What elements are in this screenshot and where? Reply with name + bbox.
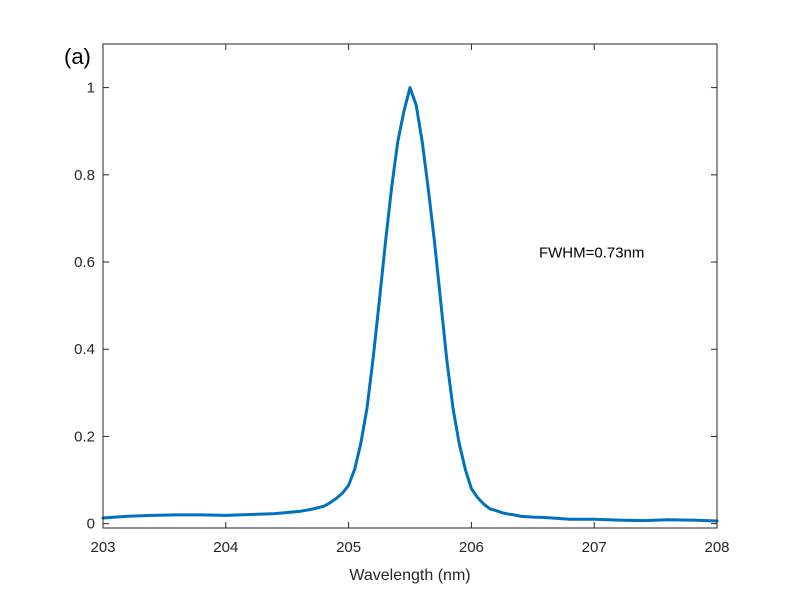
y-tick-label: 0.4 <box>74 341 95 358</box>
y-tick-label: 0 <box>87 516 95 533</box>
x-tick-label: 208 <box>704 539 729 556</box>
y-tick-label: 0.6 <box>74 254 95 271</box>
x-tick-label: 205 <box>336 539 361 556</box>
x-tick-label: 207 <box>582 539 607 556</box>
series-line <box>101 86 719 523</box>
x-tick-label: 206 <box>459 539 484 556</box>
x-axis-title: Wavelength (nm) <box>349 567 470 584</box>
x-tick-label: 204 <box>213 539 238 556</box>
panel-label: (a) <box>64 44 91 69</box>
y-tick-label: 0.2 <box>74 428 95 445</box>
axis-ticks <box>102 44 718 528</box>
fwhm-annotation: FWHM=0.73nm <box>539 245 644 262</box>
y-tick-label: 1 <box>87 80 95 97</box>
y-tick-label: 0.8 <box>74 167 95 184</box>
plot-frame <box>102 43 718 529</box>
x-tick-label: 203 <box>90 539 115 556</box>
axis-tick-labels: 203 204 205 206 207 208 0 0.2 0.4 0.6 0.8 1 <box>74 80 729 556</box>
